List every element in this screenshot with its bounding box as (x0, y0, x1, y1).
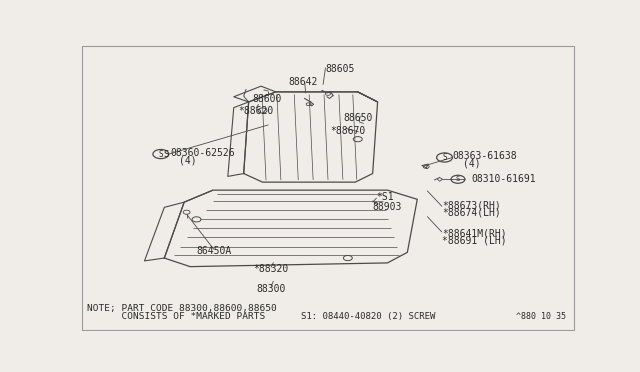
Text: *88670: *88670 (330, 126, 365, 135)
Text: 88642: 88642 (288, 77, 317, 87)
Text: S: S (442, 153, 447, 162)
Text: 88605: 88605 (326, 64, 355, 74)
Text: *88320: *88320 (253, 264, 289, 275)
Text: 08363-61638: 08363-61638 (452, 151, 516, 161)
Text: S: S (456, 176, 460, 182)
Text: *88641M(RH): *88641M(RH) (442, 229, 507, 239)
Text: *88674(LH): *88674(LH) (442, 207, 501, 217)
Text: 88600: 88600 (253, 94, 282, 104)
Text: 88650: 88650 (343, 113, 372, 123)
Text: 86450A: 86450A (196, 246, 232, 256)
Text: ^880 10 35: ^880 10 35 (516, 312, 566, 321)
Text: 88300: 88300 (256, 284, 285, 294)
Text: (4): (4) (463, 158, 481, 168)
Text: 08360-62526: 08360-62526 (170, 148, 235, 158)
Text: CONSISTS OF *MARKED PARTS: CONSISTS OF *MARKED PARTS (88, 312, 266, 321)
Text: NOTE; PART CODE 88300,88600,88650: NOTE; PART CODE 88300,88600,88650 (88, 304, 277, 313)
Text: *88620: *88620 (239, 106, 274, 116)
Text: S: S (163, 150, 169, 158)
Text: (4): (4) (179, 155, 197, 166)
Text: *88673(RH): *88673(RH) (442, 200, 501, 210)
Text: 08310-61691: 08310-61691 (472, 174, 536, 184)
Text: *S1: *S1 (376, 192, 394, 202)
Text: S1: 08440-40820 (2) SCREW: S1: 08440-40820 (2) SCREW (301, 312, 435, 321)
Text: *88691 (LH): *88691 (LH) (442, 236, 507, 246)
Text: S: S (159, 150, 163, 158)
Text: 88903: 88903 (372, 202, 402, 212)
